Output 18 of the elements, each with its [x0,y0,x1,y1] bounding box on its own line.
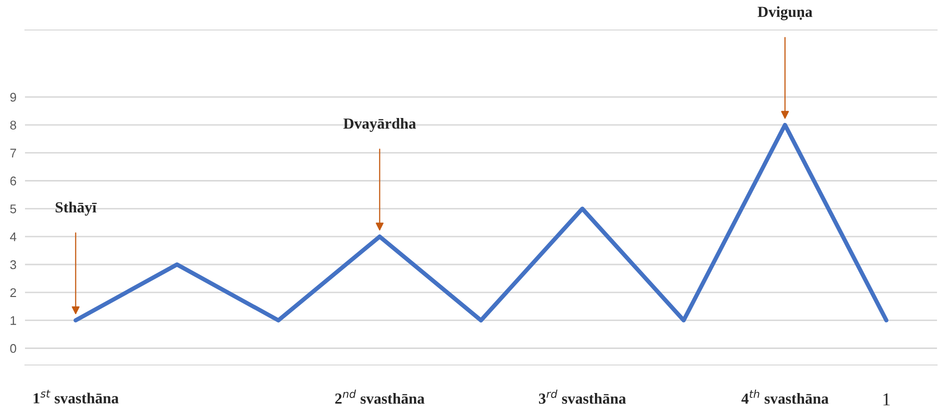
y-tick-label: 4 [10,232,16,242]
y-tick-label: 0 [10,344,16,353]
annotation: Dvayārdha [343,118,416,132]
y-tick-label: 5 [10,204,16,214]
y-tick-label: 9 [10,92,16,102]
x-tick-label: 2$^{nd}$ svasthāna [335,390,424,404]
y-tick-label: 1 [10,316,16,325]
y-tick-label: 8 [10,120,16,130]
annotation: Sthāyī [56,202,97,216]
annotation: Dviguṇa [758,6,812,20]
y-tick-label: 7 [10,148,16,158]
x-tick-label: 3$^{rd}$ svasthāna [538,390,626,404]
x-tick-label: 1 [883,393,890,406]
x-tick-label: 1$^{st}$ svasthāna [34,390,119,404]
y-tick-label: 2 [10,288,16,297]
y-tick-label: 6 [10,176,16,186]
x-tick-label: 4$^{th}$ svasthāna [741,390,829,404]
y-tick-label: 3 [10,260,16,270]
